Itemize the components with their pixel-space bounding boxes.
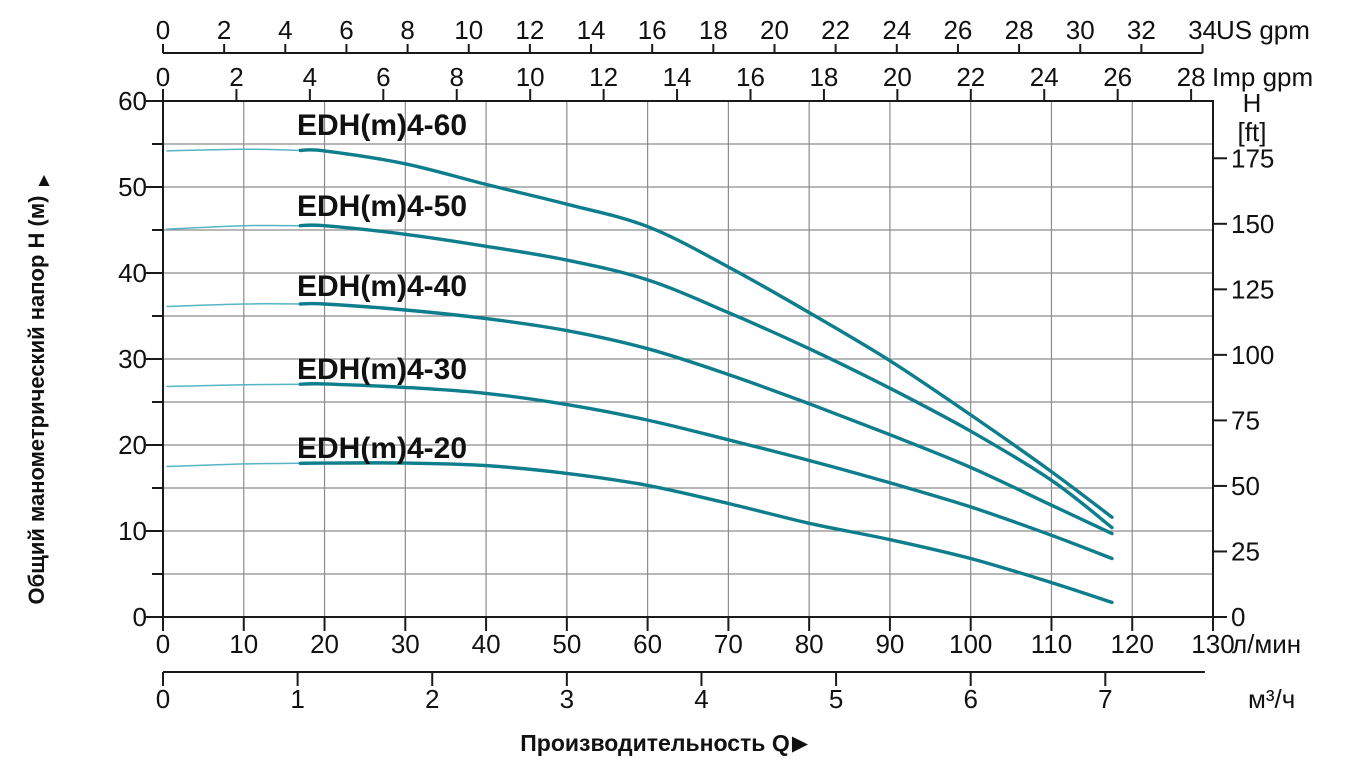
x-lpm-tick-label: 10	[229, 629, 258, 659]
y-right-tick-label: 50	[1231, 471, 1260, 501]
x-impgpm-tick-label: 0	[156, 62, 170, 92]
x-usgpm-tick-label: 14	[577, 15, 606, 45]
x-impgpm-tick-label: 10	[516, 62, 545, 92]
y-left-tick-label: 40	[118, 258, 147, 288]
x-usgpm-tick-label: 8	[400, 15, 414, 45]
x-lpm-unit-label: л/мин	[1232, 629, 1301, 659]
x-impgpm-tick-label: 14	[663, 62, 692, 92]
x-impgpm-tick-label: 26	[1103, 62, 1132, 92]
curve-EDH(m)4-30	[298, 382, 1114, 561]
x-impgpm-tick-label: 16	[736, 62, 765, 92]
x-m3h-tick-label: 3	[560, 684, 574, 714]
x-lpm-tick-label: 30	[391, 629, 420, 659]
x-lpm-tick-label: 80	[795, 629, 824, 659]
x-usgpm-tick-label: 2	[217, 15, 231, 45]
y-left-tick-label: 10	[118, 516, 147, 546]
x-axis-title: Производительность Q	[520, 730, 789, 756]
y-axis-title-arrow-icon: ▲	[35, 170, 54, 191]
x-impgpm-tick-label: 4	[303, 62, 317, 92]
y-right-tick-label: 150	[1231, 209, 1274, 239]
x-impgpm-tick-label: 24	[1030, 62, 1059, 92]
x-lpm-tick-label: 130	[1191, 629, 1234, 659]
x-usgpm-tick-label: 18	[699, 15, 728, 45]
y-left-tick-label: 60	[118, 86, 147, 116]
y-left-tick-label: 30	[118, 344, 147, 374]
curve-EDH(m)4-50	[298, 223, 1114, 530]
curve-EDH(m)4-20	[298, 461, 1114, 605]
y-axis-title: Общий манометрический напор H (м)	[24, 196, 49, 605]
x-m3h-tick-label: 5	[829, 684, 843, 714]
x-lpm-tick-label: 40	[472, 629, 501, 659]
x-usgpm-tick-label: 20	[760, 15, 789, 45]
x-m3h-tick-label: 4	[694, 684, 708, 714]
x-usgpm-unit-label: US gpm	[1216, 15, 1310, 45]
x-impgpm-tick-label: 6	[376, 62, 390, 92]
y-right-tick-label: 25	[1231, 536, 1260, 566]
x-lpm-tick-label: 60	[633, 629, 662, 659]
x-usgpm-tick-label: 10	[454, 15, 483, 45]
y-right-tick-label: 0	[1231, 602, 1245, 632]
x-lpm-tick-label: 100	[949, 629, 992, 659]
x-lpm-tick-label: 110	[1031, 629, 1072, 659]
x-usgpm-tick-label: 16	[638, 15, 667, 45]
x-usgpm-tick-label: 32	[1127, 15, 1156, 45]
curve-thin-EDH(m)4-40	[166, 303, 302, 308]
x-usgpm-tick-label: 30	[1066, 15, 1095, 45]
x-lpm-tick-label: 50	[552, 629, 581, 659]
curve-EDH(m)4-60	[298, 148, 1114, 519]
y-right-tick-label: 125	[1231, 274, 1274, 304]
x-impgpm-tick-label: 18	[809, 62, 838, 92]
x-usgpm-tick-label: 12	[515, 15, 544, 45]
x-usgpm-tick-label: 6	[339, 15, 353, 45]
x-m3h-tick-label: 7	[1098, 684, 1112, 714]
x-impgpm-tick-label: 12	[589, 62, 618, 92]
curve-thin-EDH(m)4-20	[166, 462, 302, 468]
curve-label-EDH(m)4-60: EDH(m)4-60	[297, 109, 467, 142]
x-usgpm-tick-label: 34	[1188, 15, 1217, 45]
x-m3h-tick-label: 0	[156, 684, 170, 714]
x-lpm-tick-label: 70	[714, 629, 743, 659]
curve-label-EDH(m)4-20: EDH(m)4-20	[297, 432, 467, 465]
y-left-tick-label: 0	[133, 602, 147, 632]
curve-EDH(m)4-40	[298, 301, 1114, 536]
x-impgpm-tick-label: 8	[450, 62, 464, 92]
x-m3h-tick-label: 1	[290, 684, 304, 714]
x-impgpm-tick-label: 20	[883, 62, 912, 92]
x-usgpm-tick-label: 0	[156, 15, 170, 45]
x-lpm-tick-label: 0	[156, 629, 170, 659]
x-impgpm-tick-label: 28	[1177, 62, 1206, 92]
curve-thin-EDH(m)4-50	[166, 224, 302, 230]
x-m3h-unit-label: м³/ч	[1248, 684, 1295, 714]
curve-label-EDH(m)4-40: EDH(m)4-40	[297, 270, 467, 303]
y-right-axis-title: H	[1243, 88, 1262, 118]
curve-label-EDH(m)4-30: EDH(m)4-30	[297, 353, 467, 386]
curve-thin-EDH(m)4-60	[166, 148, 302, 152]
y-left-tick-label: 20	[118, 430, 147, 460]
x-lpm-tick-label: 20	[310, 629, 339, 659]
y-right-tick-label: 75	[1231, 405, 1260, 435]
y-right-tick-label: 175	[1231, 143, 1274, 173]
x-impgpm-unit-label: Imp gpm	[1212, 62, 1313, 92]
curve-label-EDH(m)4-50: EDH(m)4-50	[297, 190, 467, 223]
x-lpm-tick-label: 90	[875, 629, 904, 659]
x-usgpm-tick-label: 24	[882, 15, 911, 45]
x-lpm-tick-label: 120	[1111, 629, 1154, 659]
x-usgpm-tick-label: 26	[943, 15, 972, 45]
x-usgpm-tick-label: 22	[821, 15, 850, 45]
x-m3h-tick-label: 2	[425, 684, 439, 714]
x-usgpm-tick-label: 4	[278, 15, 292, 45]
x-axis-title-arrow-icon: ▶	[792, 732, 809, 755]
y-right-axis-title-unit: [ft]	[1238, 117, 1267, 147]
y-left-tick-label: 50	[118, 172, 147, 202]
curve-thin-EDH(m)4-30	[166, 383, 302, 388]
x-m3h-tick-label: 6	[963, 684, 977, 714]
x-impgpm-tick-label: 2	[229, 62, 243, 92]
y-right-tick-label: 100	[1231, 340, 1274, 370]
x-usgpm-tick-label: 28	[1005, 15, 1034, 45]
x-impgpm-tick-label: 22	[956, 62, 985, 92]
